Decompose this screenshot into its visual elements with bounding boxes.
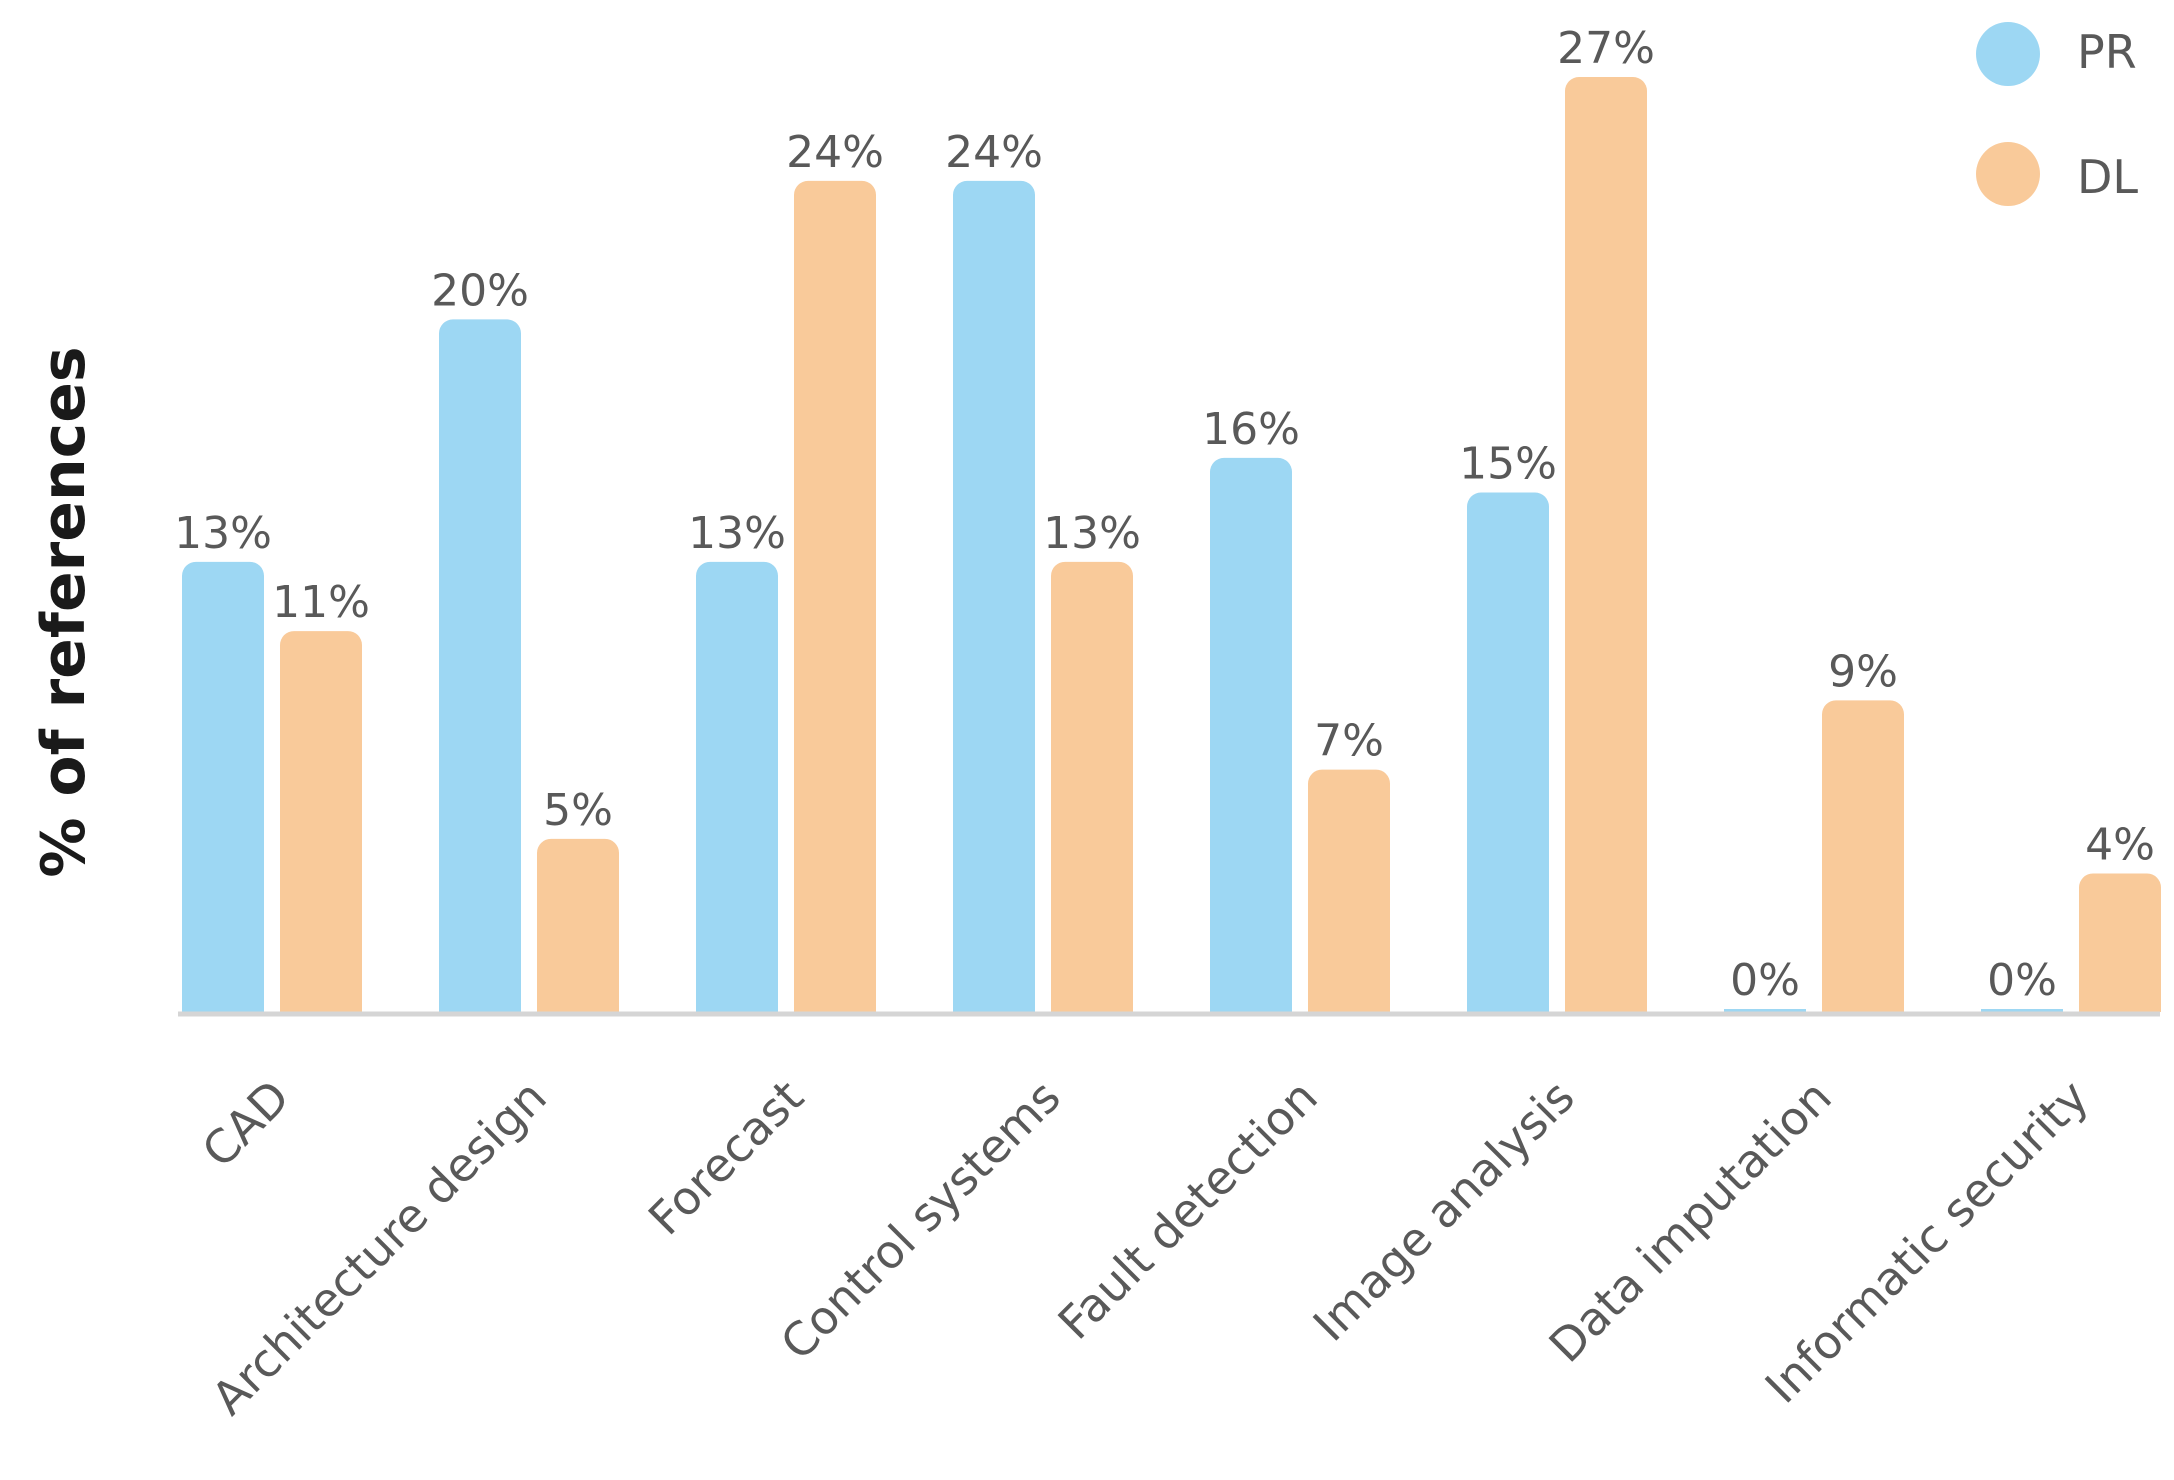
bar-base-pr-cad [182, 996, 264, 1012]
category-label-forecast: Forecast [638, 1070, 814, 1246]
value-label-pr-architecture-design: 20% [431, 265, 529, 316]
value-label-dl-informatic-security: 4% [2085, 819, 2155, 870]
bar-pr-control-systems [953, 180, 1035, 1012]
category-label-image-analysis: Image analysis [1303, 1070, 1585, 1352]
bar-dl-fault-detection [1308, 769, 1390, 1012]
bars-layer [182, 77, 2161, 1013]
legend-marker-pr [1976, 22, 2040, 86]
value-label-dl-control-systems: 13% [1043, 508, 1141, 559]
bar-base-dl-fault-detection [1308, 996, 1390, 1012]
bar-base-dl-forecast [794, 996, 876, 1012]
bar-pr-informatic-security [1981, 1009, 2063, 1012]
bar-base-dl-architecture-design [537, 996, 619, 1012]
legend: PR DL [1976, 22, 2138, 206]
value-label-pr-cad: 13% [174, 508, 272, 559]
category-label-data-imputation: Data imputation [1539, 1070, 1842, 1373]
y-axis-label: % of references [29, 346, 99, 877]
bar-dl-data-imputation [1822, 700, 1904, 1012]
value-label-pr-informatic-security: 0% [1987, 955, 2057, 1006]
bar-base-pr-architecture-design [439, 996, 521, 1012]
bar-pr-cad [182, 561, 264, 1012]
bar-base-dl-control-systems [1051, 996, 1133, 1012]
value-label-pr-image-analysis: 15% [1459, 439, 1557, 490]
bar-dl-informatic-security [2079, 873, 2161, 1012]
bar-base-pr-control-systems [953, 996, 1035, 1012]
bar-dl-cad [280, 631, 362, 1012]
value-labels-layer: 13%11%20%5%13%24% 24%13%16%7%15%27%0%9%0%… [174, 23, 2155, 1006]
bar-base-pr-image-analysis [1467, 996, 1549, 1012]
bar-pr-data-imputation [1724, 1009, 1806, 1012]
bar-dl-image-analysis [1565, 77, 1647, 1012]
bar-pr-image-analysis [1467, 492, 1549, 1012]
value-label-dl-cad: 11% [272, 577, 370, 628]
value-label-dl-forecast: 24% [786, 127, 884, 178]
bar-dl-architecture-design [537, 838, 619, 1012]
legend-label-dl: DL [2077, 150, 2138, 204]
category-label-control-systems: Control systems [770, 1070, 1071, 1371]
value-label-pr-forecast: 13% [688, 508, 786, 559]
value-label-pr-fault-detection: 16% [1202, 404, 1300, 455]
bar-base-dl-data-imputation [1822, 996, 1904, 1012]
legend-marker-dl [1976, 142, 2040, 206]
value-label-pr-data-imputation: 0% [1730, 955, 1800, 1006]
value-label-dl-image-analysis: 27% [1557, 23, 1655, 74]
legend-label-pr: PR [2077, 25, 2137, 79]
bar-base-dl-cad [280, 996, 362, 1012]
value-label-pr-control-systems: 24% [945, 127, 1043, 178]
bar-base-pr-forecast [696, 996, 778, 1012]
category-label-fault-detection: Fault detection [1048, 1070, 1328, 1350]
bar-base-dl-informatic-security [2079, 996, 2161, 1012]
bar-dl-control-systems [1051, 561, 1133, 1012]
category-label-cad: CAD [192, 1070, 300, 1178]
bar-pr-architecture-design [439, 319, 521, 1012]
value-label-dl-architecture-design: 5% [543, 785, 613, 836]
bar-dl-forecast [794, 180, 876, 1012]
value-label-dl-data-imputation: 9% [1828, 646, 1898, 697]
bar-pr-forecast [696, 561, 778, 1012]
bar-pr-fault-detection [1210, 457, 1292, 1013]
bar-base-dl-image-analysis [1565, 996, 1647, 1012]
bar-base-pr-fault-detection [1210, 996, 1292, 1012]
value-label-dl-fault-detection: 7% [1314, 716, 1384, 767]
